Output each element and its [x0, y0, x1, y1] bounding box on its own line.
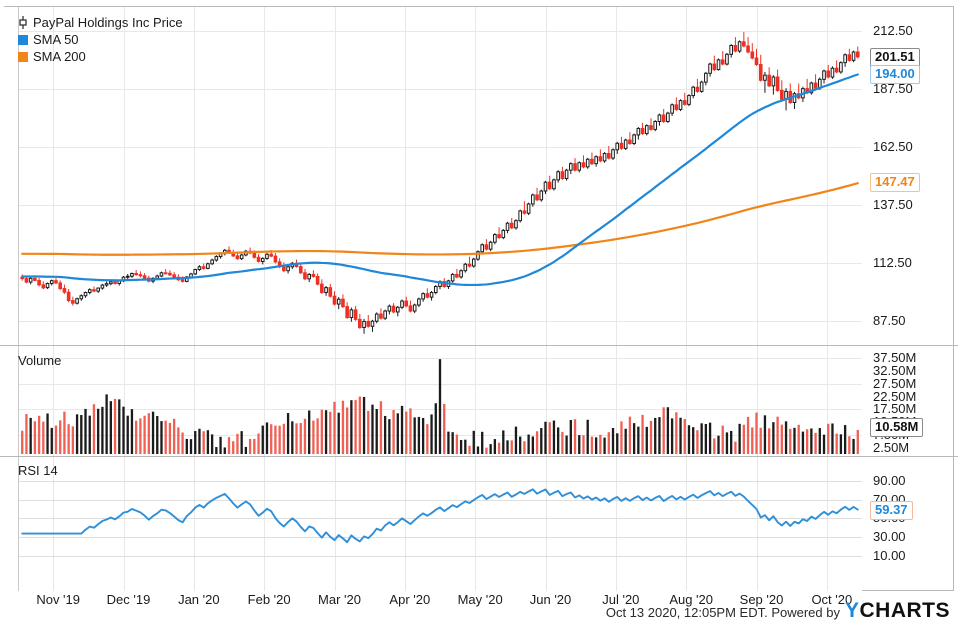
- price-tick-2: 162.50: [873, 139, 913, 155]
- rsi-plot: [0, 457, 862, 591]
- sma50-line: [21, 73, 859, 287]
- sma50-value-badge: 194.00: [870, 65, 920, 85]
- price-volume-divider: [0, 345, 958, 346]
- price-plot: [0, 7, 862, 345]
- volume-tick-7: 2.50M: [873, 439, 910, 455]
- legend-item-sma50[interactable]: SMA 50: [18, 31, 183, 48]
- ycharts-logo[interactable]: YCHARTS: [845, 600, 950, 621]
- logo-charts: CHARTS: [859, 599, 950, 622]
- price-tick-0: 212.50: [873, 23, 913, 39]
- date-tick-10: Sep '20: [739, 592, 784, 607]
- legend-label-sma50: SMA 50: [33, 31, 79, 47]
- date-axis: Nov '19 Dec '19 Jan '20 Feb '20 Mar '20 Apr '…: [0, 592, 958, 614]
- volume-tick-3: 22.50M: [873, 388, 917, 404]
- rsi-tick-4: 10.00: [873, 548, 906, 564]
- right-value-axis: 212.50 187.50 162.50 137.50 112.50 87.50 37.50…: [868, 0, 958, 585]
- rsi-tick-3: 30.00: [873, 529, 906, 545]
- rsi-panel: [0, 457, 862, 591]
- rsi-panel-title: RSI 14: [18, 463, 58, 478]
- legend-item-price[interactable]: PayPal Holdings Inc Price: [18, 14, 183, 31]
- volume-tick-0: 37.50M: [873, 350, 917, 366]
- volume-tick-1: 32.50M: [873, 363, 917, 379]
- legend-label-price: PayPal Holdings Inc Price: [33, 14, 183, 30]
- price-tick-1: 187.50: [873, 81, 913, 97]
- legend-item-sma200[interactable]: SMA 200: [18, 48, 183, 65]
- date-tick-7: Jun '20: [529, 592, 572, 607]
- volume-tick-4: 17.50M: [873, 401, 917, 417]
- volume-rsi-divider: [0, 456, 958, 457]
- price-tick-3: 137.50: [873, 197, 913, 213]
- price-tick-5: 87.50: [873, 312, 906, 328]
- candlestick-icon: [19, 16, 27, 29]
- gridlines: [18, 457, 862, 591]
- date-tick-5: Apr '20: [389, 592, 431, 607]
- sma200-value-badge: 147.47: [870, 173, 920, 193]
- date-tick-4: Mar '20: [318, 592, 361, 607]
- volume-bars: [21, 359, 859, 454]
- date-tick-6: May '20: [457, 592, 503, 607]
- volume-panel: [0, 346, 862, 456]
- volume-panel-title: Volume: [18, 353, 62, 368]
- date-tick-11: Oct '20: [811, 592, 853, 607]
- plot-background: [0, 457, 862, 591]
- candlestick-series: [20, 32, 860, 334]
- rsi-line: [21, 488, 859, 544]
- volume-plot: [0, 346, 862, 456]
- date-tick-3: Feb '20: [247, 592, 291, 607]
- rsi-value-badge: 59.37: [870, 500, 913, 520]
- volume-value-badge: 10.58M: [870, 418, 924, 438]
- square-swatch-icon-sma50: [18, 34, 28, 45]
- date-tick-2: Jan '20: [178, 592, 220, 607]
- legend-label-sma200: SMA 200: [33, 48, 86, 64]
- price-panel: [0, 7, 862, 345]
- logo-y: Y: [844, 599, 860, 622]
- date-tick-9: Aug '20: [669, 592, 713, 607]
- volume-tick-2: 27.50M: [873, 375, 917, 391]
- rsi-tick-0: 90.00: [873, 472, 906, 488]
- date-tick-1: Dec '19: [106, 592, 151, 607]
- date-tick-0: Nov '19: [36, 592, 80, 607]
- square-swatch-icon-sma200: [18, 51, 28, 62]
- price-tick-4: 112.50: [873, 255, 912, 271]
- price-value-badge: 201.51: [870, 47, 920, 67]
- sma200-line: [21, 182, 859, 256]
- date-tick-8: Jul '20: [602, 592, 640, 607]
- chart-legend: PayPal Holdings Inc Price SMA 50 SMA 200: [18, 14, 183, 65]
- footer-timestamp: Oct 13 2020, 12:05PM EDT. Powered by: [605, 605, 840, 620]
- chart-footer: Oct 13 2020, 12:05PM EDT. Powered by YCH…: [606, 600, 950, 621]
